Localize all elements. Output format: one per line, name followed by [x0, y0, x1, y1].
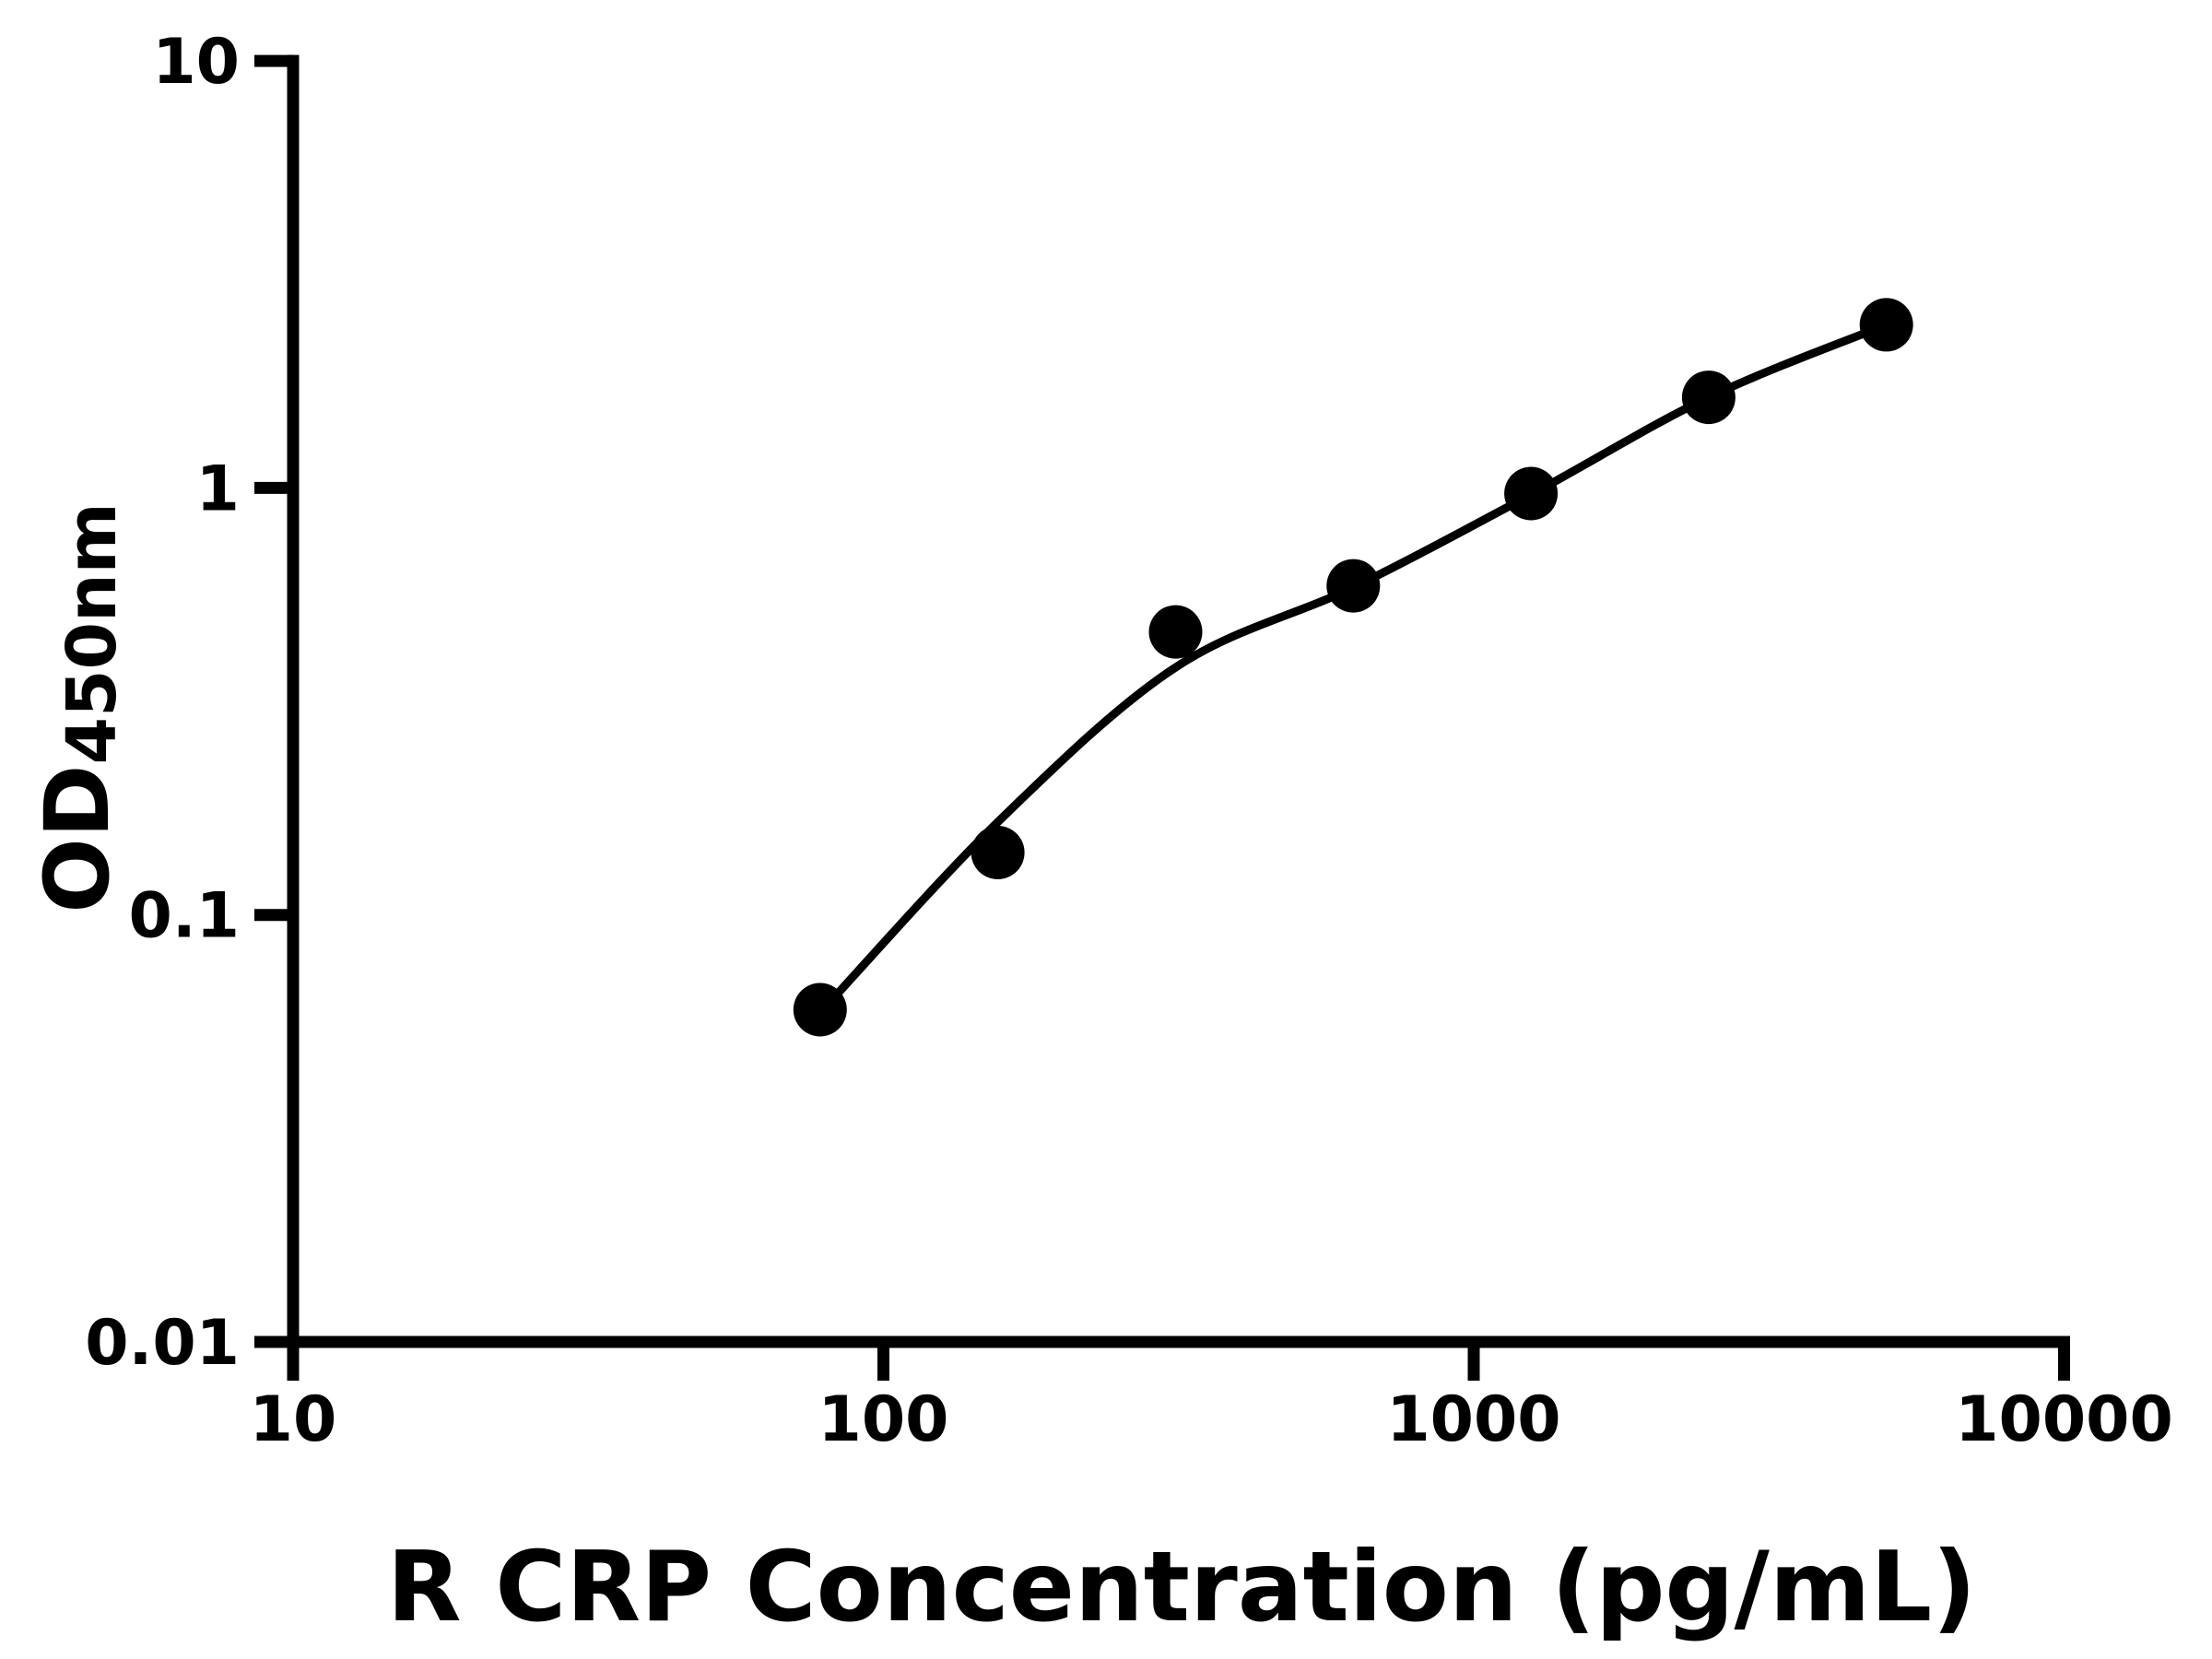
x-tick-label: 10 [250, 1383, 337, 1456]
data-point [1504, 466, 1559, 521]
y-axis-label-sub: 450nm [53, 502, 132, 764]
data-point [793, 982, 847, 1037]
plot-area [793, 298, 1913, 1037]
x-tick-label: 10000 [1955, 1383, 2173, 1456]
data-point [971, 826, 1025, 879]
y-axis-label: OD450nm [26, 502, 132, 913]
y-axis-label-main: OD [26, 764, 129, 912]
axes: 10 100 1000 10000 10 1 0.1 0.01 [85, 26, 2173, 1456]
y-tick-label: 10 [152, 26, 240, 99]
y-tick-label: 1 [196, 453, 240, 525]
data-point [1681, 371, 1735, 425]
y-tick-label: 0.1 [129, 880, 240, 953]
data-point [1148, 605, 1203, 659]
y-tick-label: 0.01 [85, 1307, 240, 1380]
fit-curve [816, 320, 1891, 1018]
x-axis-label: R CRP Concentration (pg/mL) [387, 1531, 1976, 1643]
x-tick-label: 100 [818, 1383, 949, 1456]
x-tick-label: 1000 [1386, 1383, 1560, 1456]
data-point [1326, 559, 1381, 613]
data-point [1859, 298, 1913, 352]
